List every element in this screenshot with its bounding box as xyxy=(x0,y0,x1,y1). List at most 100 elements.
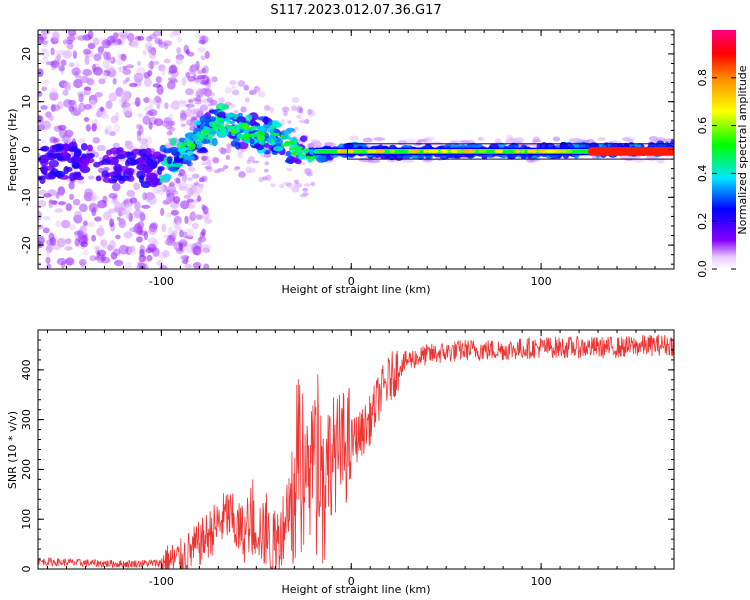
heatmap-noise-blob xyxy=(237,80,246,87)
heatmap-noise-blob xyxy=(57,201,67,206)
heatmap-halo-blob xyxy=(597,137,606,141)
heatmap-noise-blob xyxy=(154,95,161,103)
heatmap-noise-blob xyxy=(167,120,174,127)
heatmap-signal-blob xyxy=(186,150,194,156)
heatmap-noise-blob xyxy=(105,125,113,133)
y-tick-label: -20 xyxy=(20,236,33,254)
heatmap-noise-blob xyxy=(179,229,184,238)
heatmap-noise-blob xyxy=(204,155,210,161)
heatmap-noise-blob xyxy=(38,142,42,147)
heatmap-noise-blob xyxy=(213,169,221,174)
heatmap-noise-blob xyxy=(90,196,96,202)
heatmap-noise-blob xyxy=(200,80,210,86)
heatmap-noise-blob xyxy=(237,151,244,159)
heatmap-noise-blob xyxy=(99,106,105,112)
heatmap-noise-blob xyxy=(299,193,307,198)
heatmap-noise-blob xyxy=(60,59,67,66)
heatmap-signal-blob xyxy=(195,139,202,145)
heatmap-signal-blob xyxy=(560,143,568,149)
heatmap-noise-blob xyxy=(88,175,95,180)
heatmap-signal-blob xyxy=(71,161,80,169)
heatmap-signal-blob xyxy=(578,143,587,149)
heatmap-noise-blob xyxy=(124,140,130,147)
heatmap-noise-blob xyxy=(138,254,147,262)
heatmap-noise-blob xyxy=(203,263,210,269)
heatmap-signal-blob xyxy=(178,155,183,159)
heatmap-noise-blob xyxy=(224,147,232,154)
heatmap-noise-blob xyxy=(128,247,137,256)
heatmap-signal-blob xyxy=(40,167,48,173)
heatmap-halo-blob xyxy=(552,136,561,142)
heatmap-noise-blob xyxy=(142,49,147,56)
heatmap-noise-blob xyxy=(83,48,92,55)
heatmap-noise-blob xyxy=(187,166,196,172)
heatmap-noise-blob xyxy=(56,257,67,266)
heatmap-noise-blob xyxy=(156,260,164,266)
heatmap-noise-blob xyxy=(191,222,199,230)
heatmap-noise-blob xyxy=(123,231,133,239)
heatmap-noise-blob xyxy=(179,118,185,123)
heatmap-noise-blob xyxy=(193,182,199,186)
heatmap-noise-blob xyxy=(87,30,94,40)
heatmap-noise-blob xyxy=(128,82,138,88)
heatmap-signal-blob xyxy=(235,141,241,150)
heatmap-noise-blob xyxy=(49,237,57,247)
heatmap-noise-blob xyxy=(147,195,157,205)
heatmap-noise-blob xyxy=(166,184,177,194)
heatmap-signal-blob xyxy=(143,165,152,174)
heatmap-signal-blob xyxy=(55,146,63,153)
heatmap-noise-blob xyxy=(191,213,200,219)
heatmap-halo-blob xyxy=(397,139,407,146)
heatmap-noise-blob xyxy=(67,30,77,37)
heatmap-signal-blob xyxy=(283,133,289,140)
heatmap-noise-blob xyxy=(165,196,171,203)
heatmap-noise-blob xyxy=(192,245,202,256)
x-tick-label: 0 xyxy=(348,275,355,288)
heatmap-noise-blob xyxy=(185,71,191,79)
heatmap-signal-blob xyxy=(80,143,88,151)
heatmap-noise-blob xyxy=(129,227,138,233)
heatmap-noise-blob xyxy=(187,177,193,181)
heatmap-noise-blob xyxy=(182,231,188,239)
heatmap-noise-blob xyxy=(103,51,109,60)
heatmap-signal-blob xyxy=(182,147,190,151)
heatmap-signal-blob xyxy=(106,149,112,156)
heatmap-noise-blob xyxy=(204,218,213,224)
heatmap-noise-blob xyxy=(185,88,194,96)
heatmap-noise-blob xyxy=(120,53,127,62)
heatmap-noise-blob xyxy=(129,197,138,204)
heatmap-noise-blob xyxy=(175,57,183,65)
heatmap-noise-blob xyxy=(87,42,96,50)
heatmap-signal-blob xyxy=(53,152,61,159)
heatmap-noise-blob xyxy=(295,114,303,119)
heatmap-y-axis-label: Frequency (Hz) xyxy=(6,109,19,192)
heatmap-noise-blob xyxy=(127,32,135,42)
heatmap-noise-blob xyxy=(41,86,47,92)
heatmap-noise-blob xyxy=(45,61,51,66)
heatmap-noise-blob xyxy=(68,62,75,68)
heatmap-noise-blob xyxy=(55,220,61,228)
heatmap-peak-blob xyxy=(370,149,376,153)
heatmap-signal-blob xyxy=(126,151,135,156)
heatmap-noise-blob xyxy=(103,167,110,172)
heatmap-noise-blob xyxy=(91,63,97,72)
heatmap-signal-blob xyxy=(101,170,110,179)
heatmap-signal-blob xyxy=(298,155,306,160)
heatmap-noise-blob xyxy=(206,84,211,89)
heatmap-noise-blob xyxy=(181,172,188,183)
chart-title: S117.2023.012.07.36.G17 xyxy=(270,3,441,18)
heatmap-noise-blob xyxy=(307,109,315,117)
heatmap-noise-blob xyxy=(184,263,193,269)
heatmap-noise-blob xyxy=(204,50,210,59)
heatmap-signal-blob xyxy=(216,117,221,122)
heatmap-signal-blob xyxy=(185,132,195,140)
snr-x-ticks: -100 0 100 xyxy=(46,330,675,588)
heatmap-noise-blob xyxy=(147,243,157,252)
snr-marks xyxy=(38,334,674,569)
heatmap-peak-blob xyxy=(346,149,355,153)
heatmap-noise-blob xyxy=(168,226,173,236)
heatmap-noise-blob xyxy=(112,248,121,257)
heatmap-signal-blob xyxy=(238,141,249,150)
heatmap-noise-blob xyxy=(192,262,202,269)
